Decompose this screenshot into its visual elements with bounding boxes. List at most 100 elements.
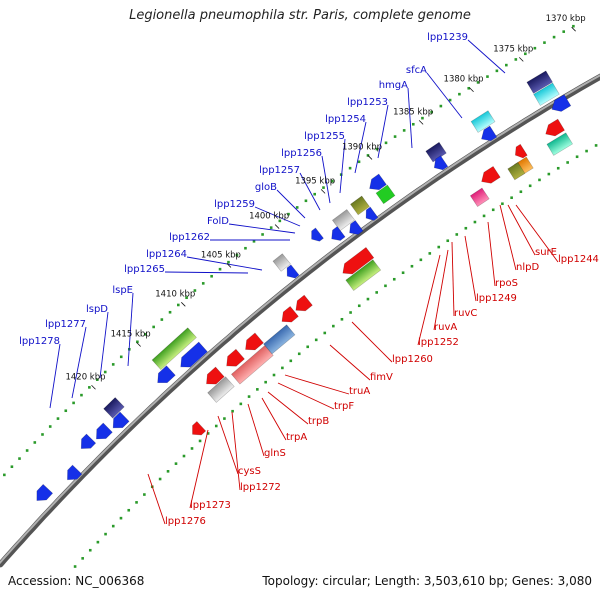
minus-gene-label: trpA [286,432,307,443]
plus-track-dot [281,366,284,370]
gene-arrow [157,365,176,384]
gene-block [375,184,396,205]
plus-gene-label: lpp1265 [124,264,165,275]
gene-arrow [192,421,207,436]
gene-block [526,70,553,94]
gene-arrow-shape [545,118,565,137]
minus-track-dot [572,24,575,28]
minus-gene-label: trpF [334,401,354,412]
leader-line [329,344,371,381]
tick-label: 1420 kbp [65,372,105,382]
gene-arrow-shape [245,332,264,351]
accession-label: Accession: NC_006368 [8,574,145,588]
gene-arrow [514,143,528,159]
gene-arrow [349,220,364,235]
plus-track-dot [256,388,259,391]
gene-block-shape [230,345,274,385]
plus-track-dot [419,258,423,262]
genome-backbone [0,73,600,568]
leader-line [261,397,287,441]
plus-track-dot [247,395,251,398]
leader-line [186,256,263,271]
plus-track-dot [96,540,100,544]
minus-track-dot [177,303,180,307]
leader-line [189,429,209,509]
gene-arrow-shape [342,246,375,275]
gene-arrow [331,226,346,241]
gene-arrow [226,348,245,367]
plus-gene-label: hmgA [379,80,408,91]
tick-label: 1395 kbp [295,176,335,186]
minus-track-dot [402,129,406,132]
minus-gene-label: trpB [308,416,329,427]
minus-track-dot [136,340,139,344]
plus-track-dot [323,331,327,335]
gene-block-shape [526,70,553,94]
gene-arrow [295,294,313,312]
minus-track-dot [269,226,273,229]
gene-arrow-shape [481,125,498,142]
plus-track-dot [446,239,450,243]
gene-labels: lpp1239 sfcA hmgA lpp1253 lpp1254 lpp1255 lpp1… [19,32,599,527]
minus-track-dot [439,104,443,108]
minus-gene-label: nlpD [516,262,539,273]
plus-track-dot [366,297,370,301]
minus-track-dot [80,393,83,397]
gene-block [103,397,125,419]
plus-track-dot [158,477,162,481]
gene-block [345,259,382,291]
tick-label: 1385 kbp [393,107,433,117]
gene-arrow-shape [331,226,346,241]
plus-track-dot [231,409,234,413]
gene-arrow [545,118,565,137]
tick-mark [181,302,186,307]
leader-line [377,104,389,159]
plus-track-dot [349,311,352,314]
minus-gene-label: glnS [264,448,286,459]
plus-track-dot [473,220,477,224]
minus-track-dot [505,63,508,67]
plus-gene-label: FolD [207,216,229,227]
leader-line [499,204,517,271]
minus-track-dot [384,141,388,145]
gene-arrow-shape [349,220,364,235]
plus-track-dot [428,252,432,255]
gene-block [507,162,526,181]
minus-gene-label: rpoS [495,278,518,289]
plus-track-dot [119,516,123,520]
plus-track-dot [437,245,441,249]
leader-line [276,189,306,219]
plus-track-dot [214,424,218,428]
minus-track-dot [261,233,264,236]
plus-gene-label: lpp1256 [281,148,322,159]
plus-track-dot [528,184,532,188]
tick-mark [274,224,280,229]
gene-block-shape [533,82,560,106]
minus-gene-label: lpp1273 [190,500,231,511]
dotted-tracks [3,24,598,568]
gene-arrow-shape [180,341,208,368]
plus-gene-label: sfcA [406,65,427,76]
tick-label: 1400 kbp [249,212,289,222]
minus-track-dot [185,296,188,300]
plus-track-dot [111,524,115,528]
gene-arrow [481,125,498,142]
minus-track-dot [10,465,14,469]
plus-track-dot [223,417,226,420]
gene-block-shape [546,132,573,156]
minus-gene-label: fimV [370,372,393,383]
minus-track-dot [144,333,147,336]
gene-block [263,324,296,355]
plus-track-dot [239,402,243,406]
plus-track-dot [594,144,598,147]
gene-arrow-shape [369,173,387,191]
leader-line [49,343,61,409]
plus-track-dot [510,196,513,200]
gene-arrow [433,155,449,171]
gene-arrow [342,246,375,275]
gene-block [350,195,370,216]
minus-track-dot [524,52,527,56]
minus-track-dot [421,116,424,120]
tick-mark [418,120,424,125]
gene-features [36,70,573,501]
